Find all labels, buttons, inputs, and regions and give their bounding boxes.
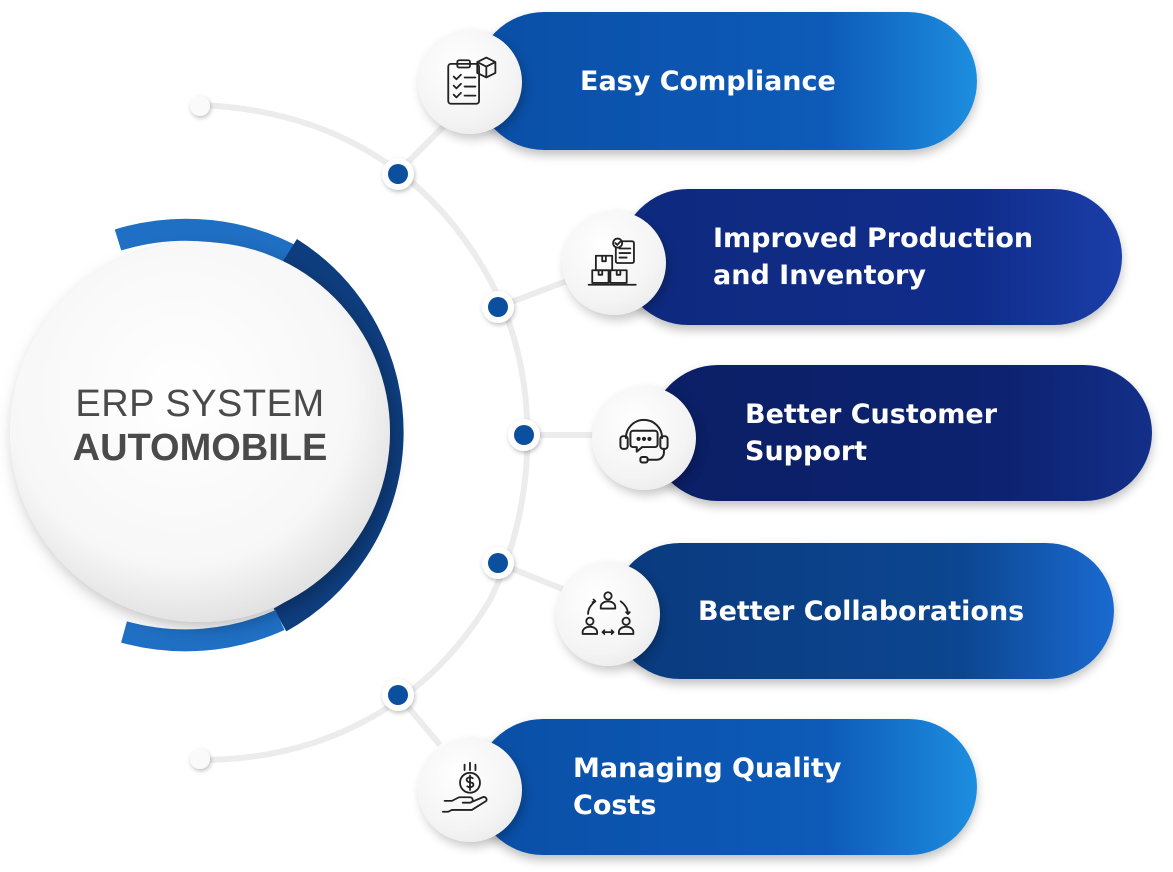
center-circle [10, 242, 390, 622]
item-pill-2: Improved Production and Inventory [620, 189, 1122, 325]
item-pill-3: Better Customer Support [650, 365, 1152, 501]
item-icon-circle-1 [418, 30, 522, 134]
center-ring-light-bottom [121, 609, 285, 652]
center-ring-dark [273, 238, 404, 632]
item-label-5: Managing Quality Costs [573, 753, 842, 821]
center-title: ERP SYSTEM AUTOMOBILE [40, 383, 360, 470]
item-icon-circle-2 [562, 211, 666, 315]
hand-dollar-coin-icon [441, 761, 488, 813]
item-label-3: Better Customer Support [745, 399, 998, 467]
team-collaboration-cycle-icon [581, 591, 635, 635]
clipboard-checklist-box-icon [447, 56, 497, 105]
arc-end-bottom [190, 749, 210, 769]
item-pill-1: Easy Compliance [475, 12, 977, 150]
item-label-2: Improved Production and Inventory [713, 223, 1034, 291]
center-ring-light [114, 218, 306, 270]
item-icon-circle-3 [592, 386, 696, 490]
item-icon-circle-5 [418, 738, 522, 842]
center-title-line1: ERP SYSTEM [75, 383, 325, 425]
center-title-line2: AUTOMOBILE [72, 426, 328, 469]
inventory-boxes-icon [587, 237, 637, 286]
headset-chat-support-icon [619, 418, 669, 464]
arc-dots [382, 158, 540, 711]
item-label-1: Easy Compliance [580, 65, 836, 97]
item-label-4: Better Collaborations [698, 595, 1025, 627]
arc-end-top [190, 96, 210, 116]
item-icon-circle-4 [556, 562, 660, 666]
item-pill-5: Managing Quality Costs [475, 719, 977, 855]
item-pill-4: Better Collaborations [612, 543, 1114, 679]
